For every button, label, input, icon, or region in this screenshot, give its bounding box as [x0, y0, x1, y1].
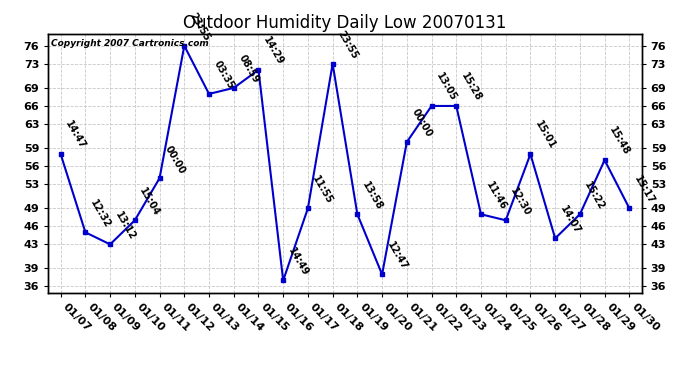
Text: 00:00: 00:00	[410, 108, 434, 139]
Text: 14:47: 14:47	[63, 120, 88, 152]
Text: 14:29: 14:29	[262, 35, 286, 67]
Text: 12:30: 12:30	[509, 186, 533, 218]
Text: 13:58: 13:58	[360, 180, 384, 212]
Text: 08:59: 08:59	[237, 53, 261, 85]
Text: 11:55: 11:55	[310, 174, 335, 206]
Text: 11:46: 11:46	[484, 180, 508, 212]
Text: 13:05: 13:05	[434, 71, 458, 103]
Text: 15:01: 15:01	[533, 120, 558, 152]
Text: 15:17: 15:17	[632, 174, 656, 206]
Text: 23:55: 23:55	[187, 11, 211, 43]
Text: 03:35: 03:35	[212, 59, 236, 91]
Text: Copyright 2007 Cartronics.com: Copyright 2007 Cartronics.com	[51, 39, 209, 48]
Title: Outdoor Humidity Daily Low 20070131: Outdoor Humidity Daily Low 20070131	[184, 14, 506, 32]
Text: 00:00: 00:00	[162, 144, 186, 176]
Text: 12:47: 12:47	[385, 240, 409, 272]
Text: 15:22: 15:22	[582, 180, 607, 212]
Text: 14:07: 14:07	[558, 204, 582, 236]
Text: 15:48: 15:48	[607, 125, 631, 158]
Text: 15:28: 15:28	[459, 71, 483, 103]
Text: 12:32: 12:32	[88, 198, 112, 230]
Text: 14:49: 14:49	[286, 246, 310, 278]
Text: 13:12: 13:12	[113, 210, 137, 242]
Text: 15:04: 15:04	[137, 186, 161, 218]
Text: 23:55: 23:55	[335, 29, 359, 61]
